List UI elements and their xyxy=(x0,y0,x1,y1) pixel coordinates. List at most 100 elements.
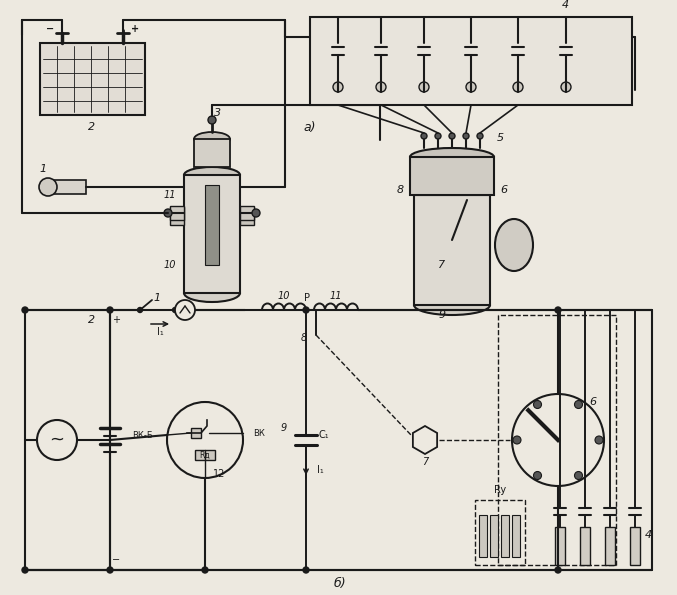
Circle shape xyxy=(533,471,542,480)
Text: ВК: ВК xyxy=(253,428,265,437)
Text: Р: Р xyxy=(304,293,310,303)
Text: −: − xyxy=(46,24,54,34)
Circle shape xyxy=(512,394,604,486)
Circle shape xyxy=(513,82,523,92)
Text: 3: 3 xyxy=(215,108,221,118)
Circle shape xyxy=(107,307,113,313)
Text: 8: 8 xyxy=(397,185,403,195)
Bar xyxy=(195,450,215,460)
Bar xyxy=(184,175,240,293)
Bar xyxy=(40,43,145,115)
Ellipse shape xyxy=(194,132,230,146)
Circle shape xyxy=(575,400,582,409)
Text: 1: 1 xyxy=(39,164,47,174)
Text: 9: 9 xyxy=(439,310,445,320)
Circle shape xyxy=(107,567,113,573)
Ellipse shape xyxy=(184,167,240,183)
Circle shape xyxy=(303,567,309,573)
Bar xyxy=(410,157,494,195)
Bar xyxy=(205,185,219,265)
Circle shape xyxy=(449,133,455,139)
Bar xyxy=(240,206,254,220)
Circle shape xyxy=(435,133,441,139)
Bar xyxy=(555,527,565,565)
Text: 4: 4 xyxy=(561,0,569,10)
Circle shape xyxy=(466,82,476,92)
Circle shape xyxy=(419,82,429,92)
Circle shape xyxy=(173,308,177,312)
Text: 6: 6 xyxy=(500,185,508,195)
Bar xyxy=(414,195,490,305)
Bar xyxy=(580,527,590,565)
Bar xyxy=(605,527,615,565)
Text: 10: 10 xyxy=(278,291,290,301)
Circle shape xyxy=(39,178,57,196)
Circle shape xyxy=(595,436,603,444)
Text: 11: 11 xyxy=(164,190,176,200)
Text: 5: 5 xyxy=(496,133,504,143)
Circle shape xyxy=(555,567,561,573)
Text: а): а) xyxy=(304,121,316,133)
Text: 6: 6 xyxy=(590,397,596,407)
Polygon shape xyxy=(413,426,437,454)
Circle shape xyxy=(167,402,243,478)
Bar xyxy=(498,315,616,565)
Text: 8: 8 xyxy=(301,333,307,343)
Circle shape xyxy=(208,116,216,124)
Circle shape xyxy=(533,400,542,409)
Text: 4: 4 xyxy=(645,530,651,540)
Circle shape xyxy=(22,567,28,573)
Text: +: + xyxy=(112,315,120,325)
Bar xyxy=(240,207,254,225)
Circle shape xyxy=(333,82,343,92)
Circle shape xyxy=(175,300,195,320)
Circle shape xyxy=(421,133,427,139)
Text: 7: 7 xyxy=(439,260,445,270)
Circle shape xyxy=(252,209,260,217)
Text: 1: 1 xyxy=(154,293,160,303)
Circle shape xyxy=(303,307,309,313)
Circle shape xyxy=(137,308,142,312)
Text: I₁: I₁ xyxy=(317,465,324,475)
Text: 9: 9 xyxy=(281,423,287,433)
Circle shape xyxy=(477,133,483,139)
Text: Ry: Ry xyxy=(494,485,506,495)
Circle shape xyxy=(463,133,469,139)
Text: ~: ~ xyxy=(49,431,64,449)
Text: 11: 11 xyxy=(330,291,343,301)
Text: 2: 2 xyxy=(89,315,95,325)
Ellipse shape xyxy=(184,284,240,302)
Bar xyxy=(490,515,498,557)
Text: I₁: I₁ xyxy=(156,327,163,337)
Circle shape xyxy=(575,471,582,480)
Bar xyxy=(501,515,509,557)
Text: б): б) xyxy=(334,577,347,590)
Circle shape xyxy=(376,82,386,92)
Bar xyxy=(475,500,525,565)
Text: 2: 2 xyxy=(89,122,95,132)
Bar xyxy=(310,17,632,105)
Circle shape xyxy=(22,307,28,313)
Bar xyxy=(170,206,184,220)
Circle shape xyxy=(202,567,208,573)
Bar xyxy=(194,139,230,167)
Text: ВК-Б: ВК-Б xyxy=(132,431,153,440)
Ellipse shape xyxy=(410,148,494,166)
Circle shape xyxy=(164,209,172,217)
Circle shape xyxy=(561,82,571,92)
Circle shape xyxy=(555,307,561,313)
Bar xyxy=(170,207,184,225)
Bar xyxy=(630,527,640,565)
Bar xyxy=(191,428,201,438)
Text: 7: 7 xyxy=(422,457,428,467)
Ellipse shape xyxy=(414,295,490,315)
Circle shape xyxy=(37,420,77,460)
Bar xyxy=(479,515,487,557)
Circle shape xyxy=(513,436,521,444)
Text: Rд: Rд xyxy=(200,450,211,459)
Text: 12: 12 xyxy=(213,469,225,479)
Text: C₁: C₁ xyxy=(319,430,329,440)
Bar xyxy=(512,515,520,557)
Text: +: + xyxy=(131,24,139,34)
Ellipse shape xyxy=(495,219,533,271)
